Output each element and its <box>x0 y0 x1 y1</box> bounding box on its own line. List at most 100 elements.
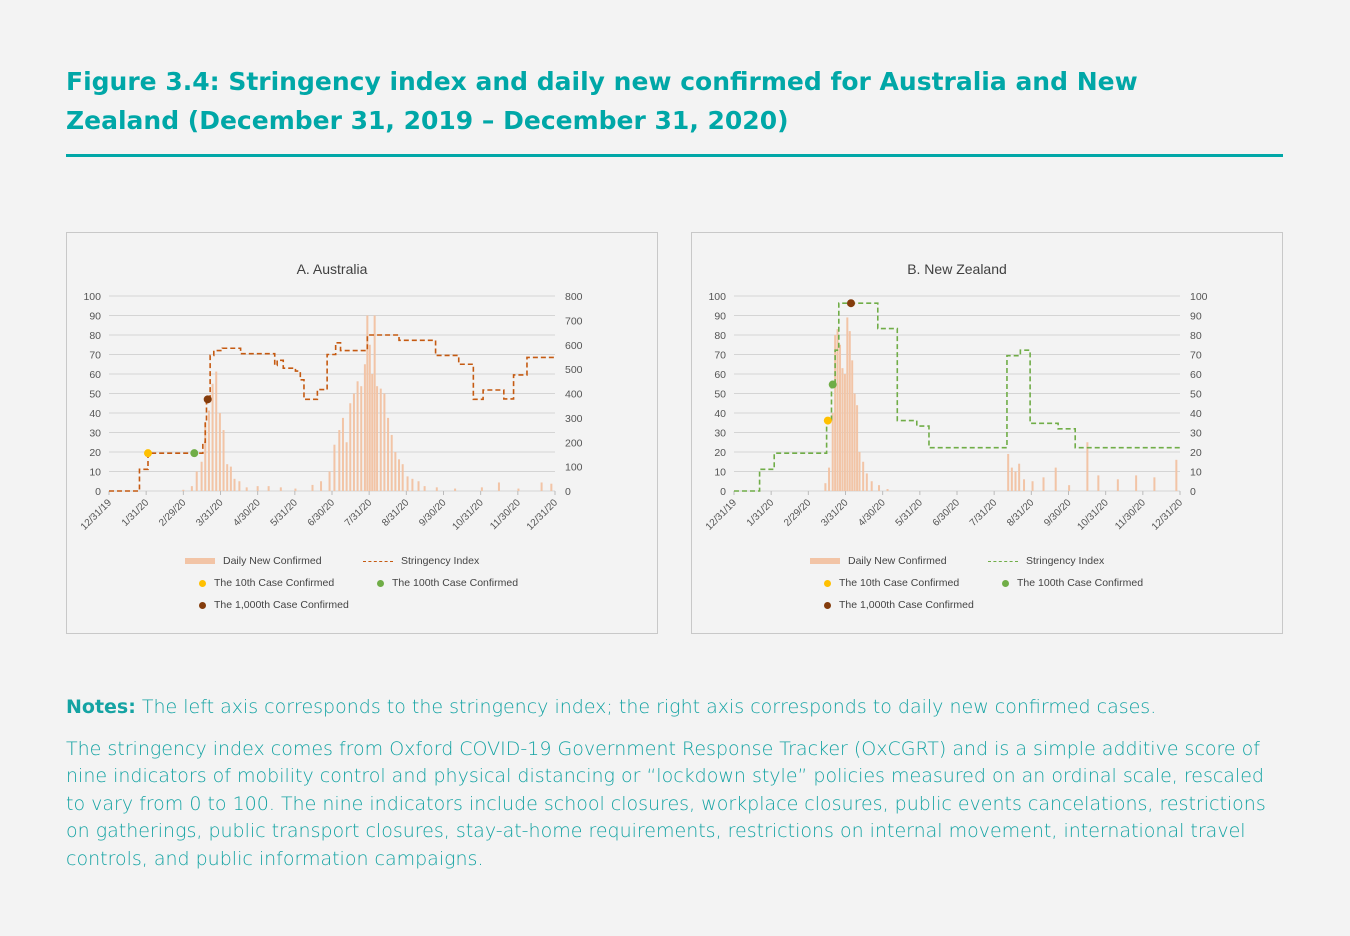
daily-cases-bar <box>345 442 348 491</box>
left-tick-label: 90 <box>714 311 726 323</box>
legend: Daily New Confirmed Stringency Index The 1… <box>67 233 657 633</box>
daily-cases-bar <box>229 466 232 491</box>
daily-cases-bar <box>226 464 229 491</box>
daily-cases-bar <box>865 473 868 491</box>
daily-cases-bar <box>211 383 214 491</box>
daily-cases-bar <box>853 393 856 491</box>
right-tick-label: 400 <box>565 389 583 401</box>
right-tick-label: 90 <box>1190 311 1202 323</box>
daily-cases-bar <box>417 481 420 491</box>
daily-cases-bar <box>454 488 457 491</box>
left-tick-label: 100 <box>83 291 101 303</box>
left-tick-label: 40 <box>714 408 726 420</box>
legend-label: The 1,000th Case Confirmed <box>214 599 349 611</box>
marker-case100 <box>190 449 199 458</box>
left-tick-label: 40 <box>89 408 101 420</box>
chart-australia: A. Australia 0 10 20 30 40 50 60 70 80 90 100 0 100 20… <box>66 232 658 634</box>
daily-cases-bar <box>352 393 355 491</box>
daily-cases-bar <box>387 417 390 491</box>
daily-cases-bar <box>218 413 221 491</box>
daily-cases-bar <box>435 487 438 491</box>
daily-cases-bar <box>376 386 379 491</box>
right-tick-label: 30 <box>1190 428 1202 440</box>
right-tick-label: 200 <box>565 437 583 449</box>
daily-cases-bar <box>843 374 846 491</box>
right-tick-label: 70 <box>1190 350 1202 362</box>
daily-cases-bar <box>846 317 849 491</box>
notes-text: The left axis corresponds to the stringe… <box>135 696 1157 718</box>
legend-item: Daily New Confirmed <box>185 555 322 567</box>
daily-cases-bar <box>379 388 382 491</box>
left-tick-label: 0 <box>95 486 101 498</box>
legend-dot-10th <box>824 579 831 587</box>
daily-cases-bar <box>222 430 225 491</box>
daily-cases-bar <box>1023 479 1026 491</box>
legend-dot-1000th <box>199 601 206 609</box>
title-divider <box>66 154 1283 157</box>
legend-label: Stringency Index <box>1026 555 1105 567</box>
daily-cases-bar <box>204 422 207 491</box>
daily-cases-bar <box>1054 467 1057 491</box>
right-tick-label: 80 <box>1190 330 1202 342</box>
notes-label: Notes: <box>66 696 136 718</box>
left-tick-label: 50 <box>714 389 726 401</box>
legend-item: The 1,000th Case Confirmed <box>810 599 974 611</box>
chart-title: B. New Zealand <box>907 261 1007 277</box>
marker-case100 <box>828 380 837 389</box>
left-tick-label: 90 <box>89 311 101 323</box>
right-tick-label: 500 <box>565 364 583 376</box>
figure-title: Figure 3.4: Stringency index and daily n… <box>66 67 1138 135</box>
daily-cases-bar <box>406 476 409 491</box>
left-tick-label: 100 <box>708 291 726 303</box>
daily-cases-bar <box>856 405 859 491</box>
daily-cases-bar <box>238 481 241 491</box>
daily-cases-bar <box>328 471 331 491</box>
daily-cases-bar <box>333 444 336 491</box>
daily-cases-bar <box>200 461 203 491</box>
stringency-line <box>734 302 1180 492</box>
daily-cases-bar <box>1116 479 1119 491</box>
right-tick-label: 40 <box>1190 408 1202 420</box>
legend-item: The 1,000th Case Confirmed <box>185 599 349 611</box>
legend-label: The 1,000th Case Confirmed <box>839 599 974 611</box>
right-tick-label: 0 <box>565 486 571 498</box>
left-tick-label: 20 <box>714 447 726 459</box>
marker-case10 <box>823 416 832 425</box>
daily-cases-bar <box>267 486 270 491</box>
legend-label: Daily New Confirmed <box>848 555 947 567</box>
chart-new-zealand: B. New Zealand 0 10 20 30 40 50 60 70 80 90 100 0 10 2… <box>691 232 1283 634</box>
daily-cases-bar <box>279 487 282 491</box>
left-tick-label: 10 <box>89 467 101 479</box>
daily-cases-bar <box>1014 471 1017 491</box>
legend: Daily New Confirmed Stringency Index The 1… <box>692 233 1282 633</box>
legend-swatch-bars <box>185 558 215 564</box>
legend-item: The 10th Case Confirmed <box>810 577 959 589</box>
left-tick-label: 20 <box>89 447 101 459</box>
right-tick-label: 800 <box>565 291 583 303</box>
legend-item: Stringency Index <box>988 555 1104 567</box>
legend-swatch-line <box>988 560 1018 562</box>
daily-cases-bar <box>480 487 483 491</box>
daily-cases-bar <box>540 482 543 491</box>
daily-cases-bar <box>233 478 236 491</box>
daily-cases-bar <box>841 368 844 491</box>
right-tick-label: 100 <box>1190 291 1208 303</box>
daily-cases-bar <box>839 344 842 491</box>
daily-cases-bar <box>383 393 386 491</box>
daily-cases-bar <box>368 344 371 491</box>
daily-cases-bar <box>1007 453 1010 491</box>
daily-cases-bar <box>1135 475 1138 491</box>
legend-label: The 10th Case Confirmed <box>839 577 960 589</box>
daily-cases-bar <box>1175 459 1178 491</box>
daily-cases-bar <box>363 364 366 491</box>
legend-dot-100th <box>1002 579 1009 587</box>
legend-item: The 100th Case Confirmed <box>363 577 518 589</box>
daily-cases-bar <box>1018 463 1021 491</box>
daily-cases-bar <box>1042 477 1045 491</box>
daily-cases-bar <box>190 486 193 491</box>
daily-cases-bar <box>1153 477 1156 491</box>
legend-dot-1000th <box>824 601 831 609</box>
legend-dot-100th <box>377 579 384 587</box>
left-tick-label: 30 <box>714 428 726 440</box>
legend-label: The 10th Case Confirmed <box>214 577 335 589</box>
